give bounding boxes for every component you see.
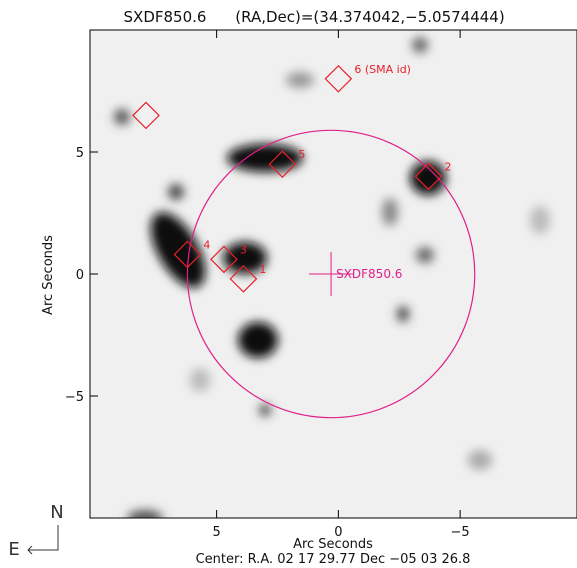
y-tick-label: 5: [76, 146, 84, 161]
compass-north: N: [50, 502, 63, 523]
source-label: 6 (SMA id): [354, 63, 411, 76]
x-tick-label: −5: [451, 525, 470, 540]
y-tick-label: −5: [65, 390, 84, 405]
footer: Center: R.A. 02 17 29.77 Dec −05 03 26.8: [196, 552, 471, 567]
chart-title: SXDF850.6: [124, 8, 207, 26]
chart: SXDF850.6 (RA,Dec)=(34.374042,−5.0574444…: [0, 0, 577, 568]
compass-east: E: [8, 539, 19, 560]
source-label: 4: [203, 238, 210, 251]
y-tick-label: 0: [76, 268, 84, 283]
x-tick-label: 5: [212, 525, 220, 540]
x-axis-label: Arc Seconds: [293, 537, 373, 552]
target-label: SXDF850.6: [336, 267, 402, 281]
source-label: 1: [259, 263, 266, 276]
chart-subtitle: (RA,Dec)=(34.374042,−5.0574444): [235, 8, 504, 26]
source-label: 5: [298, 148, 305, 161]
compass-arrows: [28, 525, 58, 554]
source-label: 2: [444, 160, 451, 173]
y-axis-label: Arc Seconds: [41, 235, 56, 315]
sky-image: [90, 30, 577, 526]
source-label: 3: [240, 243, 247, 256]
x-tick-label: 0: [334, 525, 342, 540]
